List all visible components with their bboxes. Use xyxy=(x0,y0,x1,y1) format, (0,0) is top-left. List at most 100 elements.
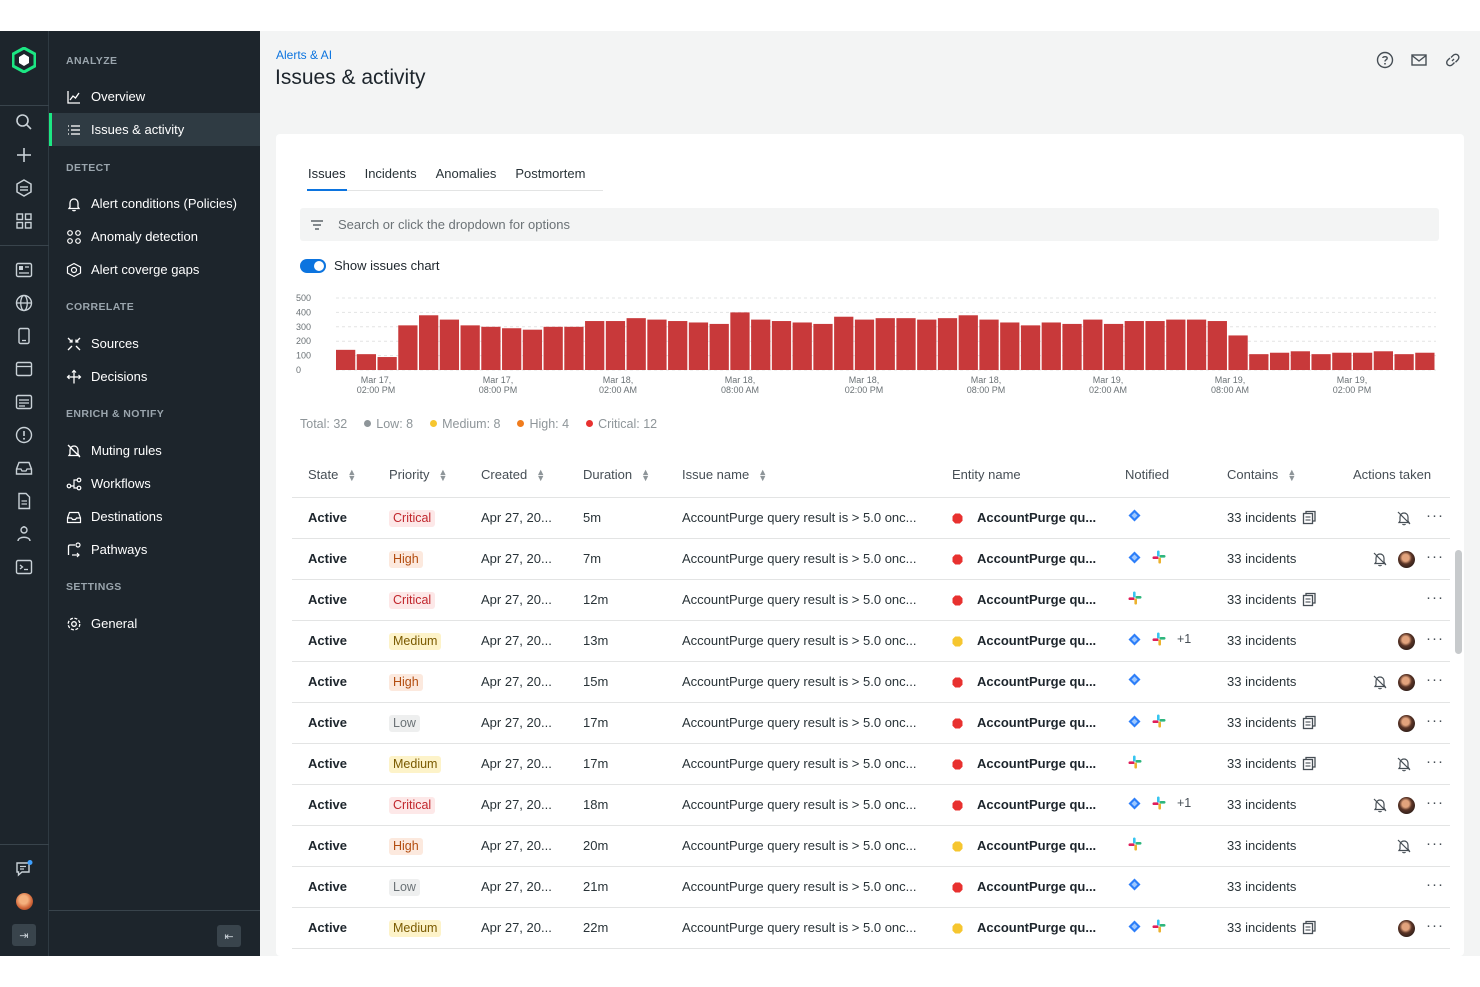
chart-bar[interactable] xyxy=(481,326,501,370)
assignee-avatar[interactable] xyxy=(1398,715,1415,732)
table-row[interactable]: Active High Apr 27, 20... 20m AccountPurge q… xyxy=(292,826,1450,867)
col-created[interactable]: Created ▲ ▼ xyxy=(481,466,546,483)
entity-name-link[interactable]: AccountPurge qu... xyxy=(977,510,1097,525)
tab-anomalies[interactable]: Anomalies xyxy=(435,166,497,181)
more-options-icon[interactable]: ··· xyxy=(1426,917,1444,934)
tab-postmortem[interactable]: Postmortem xyxy=(515,166,586,181)
chart-bar[interactable] xyxy=(1166,319,1186,370)
chart-bar[interactable] xyxy=(1000,322,1020,370)
chart-bar[interactable] xyxy=(1083,319,1103,370)
filter-icon[interactable] xyxy=(309,217,325,233)
alert-icon[interactable] xyxy=(14,425,34,445)
inbox-icon[interactable] xyxy=(14,458,34,478)
chart-bar[interactable] xyxy=(937,318,958,370)
col-issue-name[interactable]: Issue name ▲ ▼ xyxy=(682,466,768,483)
assignee-avatar[interactable] xyxy=(1398,797,1415,814)
chart-bar[interactable] xyxy=(668,321,688,370)
breadcrumb[interactable]: Alerts & AI xyxy=(276,48,333,62)
chart-bar[interactable] xyxy=(751,319,771,370)
dashboard-icon[interactable] xyxy=(14,260,34,280)
add-icon[interactable] xyxy=(14,145,34,165)
chart-bar[interactable] xyxy=(377,357,397,370)
user-avatar[interactable] xyxy=(16,893,33,910)
chart-bar[interactable] xyxy=(1249,354,1269,370)
more-options-icon[interactable]: ··· xyxy=(1426,876,1444,893)
entity-name-link[interactable]: AccountPurge qu... xyxy=(977,920,1097,935)
chart-bar[interactable] xyxy=(502,328,522,370)
agent-icon[interactable] xyxy=(14,524,34,544)
issue-name-link[interactable]: AccountPurge query result is > 5.0 onc..… xyxy=(682,797,917,812)
more-options-icon[interactable]: ··· xyxy=(1426,548,1444,565)
incidents-stack-icon[interactable] xyxy=(1302,920,1317,935)
chart-bar[interactable] xyxy=(460,325,480,370)
table-row[interactable]: Active Critical Apr 27, 20... 12m AccountPur… xyxy=(292,580,1450,621)
search-bar[interactable] xyxy=(300,208,1439,241)
col-entity-name[interactable]: Entity name xyxy=(952,467,1021,482)
help-icon[interactable] xyxy=(1374,49,1396,71)
chart-bar[interactable] xyxy=(1041,322,1061,370)
table-row[interactable]: Active Medium Apr 27, 20... 13m AccountPurge… xyxy=(292,621,1450,662)
chart-bar[interactable] xyxy=(771,321,792,370)
more-options-icon[interactable]: ··· xyxy=(1426,835,1444,852)
chart-bar[interactable] xyxy=(875,318,895,370)
assignee-avatar[interactable] xyxy=(1398,633,1415,650)
sidebar-item-muting-rules[interactable]: Muting rules xyxy=(49,434,260,467)
table-row[interactable]: Active High Apr 27, 20... 7m AccountPurge qu… xyxy=(292,539,1450,580)
link-icon[interactable] xyxy=(1442,49,1464,71)
chart-bar[interactable] xyxy=(1062,323,1082,370)
more-options-icon[interactable]: ··· xyxy=(1426,794,1444,811)
chart-bar[interactable] xyxy=(834,316,854,370)
incidents-stack-icon[interactable] xyxy=(1302,510,1317,525)
col-actions-taken[interactable]: Actions taken xyxy=(1353,467,1432,482)
incidents-stack-icon[interactable] xyxy=(1302,756,1317,771)
chart-bar[interactable] xyxy=(1290,351,1310,370)
more-options-icon[interactable]: ··· xyxy=(1426,753,1444,770)
sidebar-item-decisions[interactable]: Decisions xyxy=(49,360,260,393)
chart-bar[interactable] xyxy=(917,319,937,370)
sidebar-item-alert-coverage-gaps[interactable]: Alert coverge gaps xyxy=(49,253,260,286)
tab-issues[interactable]: Issues xyxy=(307,162,347,191)
entity-name-link[interactable]: AccountPurge qu... xyxy=(977,797,1097,812)
col-state[interactable]: State ▲ ▼ xyxy=(308,466,357,483)
assignee-avatar[interactable] xyxy=(1398,920,1415,937)
incidents-stack-icon[interactable] xyxy=(1302,592,1317,607)
browser-icon[interactable] xyxy=(14,359,34,379)
chart-bar[interactable] xyxy=(1352,352,1373,370)
assignee-avatar[interactable] xyxy=(1398,674,1415,691)
entity-name-link[interactable]: AccountPurge qu... xyxy=(977,838,1097,853)
globe-icon[interactable] xyxy=(14,293,34,313)
sidebar-item-destinations[interactable]: Destinations xyxy=(49,500,260,533)
col-contains[interactable]: Contains ▲ ▼ xyxy=(1227,466,1297,483)
apps-grid-icon[interactable] xyxy=(14,211,34,231)
sidebar-item-anomaly-detection[interactable]: Anomaly detection xyxy=(49,220,260,253)
incidents-stack-icon[interactable] xyxy=(1302,715,1317,730)
chart-bar[interactable] xyxy=(1373,351,1393,370)
sidebar-item-issues-activity[interactable]: Issues & activity xyxy=(49,113,260,146)
chart-bar[interactable] xyxy=(647,319,667,370)
issue-name-link[interactable]: AccountPurge query result is > 5.0 onc..… xyxy=(682,715,917,730)
more-options-icon[interactable]: ··· xyxy=(1426,589,1444,606)
col-notified[interactable]: Notified xyxy=(1125,467,1170,482)
table-row[interactable]: Active Low Apr 27, 20... 17m AccountPurge qu… xyxy=(292,703,1450,744)
chart-bar[interactable] xyxy=(626,318,646,370)
chart-bar[interactable] xyxy=(605,321,626,370)
new-relic-logo-icon[interactable] xyxy=(12,47,36,73)
tab-incidents[interactable]: Incidents xyxy=(364,166,417,181)
show-chart-toggle[interactable] xyxy=(300,258,326,273)
chart-bar[interactable] xyxy=(398,325,418,370)
chart-bar[interactable] xyxy=(896,318,916,370)
chart-bar[interactable] xyxy=(1269,352,1290,370)
chart-bar[interactable] xyxy=(1145,321,1165,370)
chart-bar[interactable] xyxy=(813,323,833,370)
chart-bar[interactable] xyxy=(356,354,377,370)
issue-name-link[interactable]: AccountPurge query result is > 5.0 onc..… xyxy=(682,674,917,689)
issue-name-link[interactable]: AccountPurge query result is > 5.0 onc..… xyxy=(682,551,917,566)
chart-bar[interactable] xyxy=(1311,354,1331,370)
chart-bar[interactable] xyxy=(958,315,978,370)
table-row[interactable]: Active Critical Apr 27, 20... 5m AccountPurg… xyxy=(292,498,1450,539)
document-icon[interactable] xyxy=(14,491,34,511)
issue-name-link[interactable]: AccountPurge query result is > 5.0 onc..… xyxy=(682,879,917,894)
chart-bar[interactable] xyxy=(688,322,709,370)
notified-more[interactable]: +1 xyxy=(1177,796,1192,810)
expand-rail-icon[interactable]: ⇥ xyxy=(12,924,36,946)
